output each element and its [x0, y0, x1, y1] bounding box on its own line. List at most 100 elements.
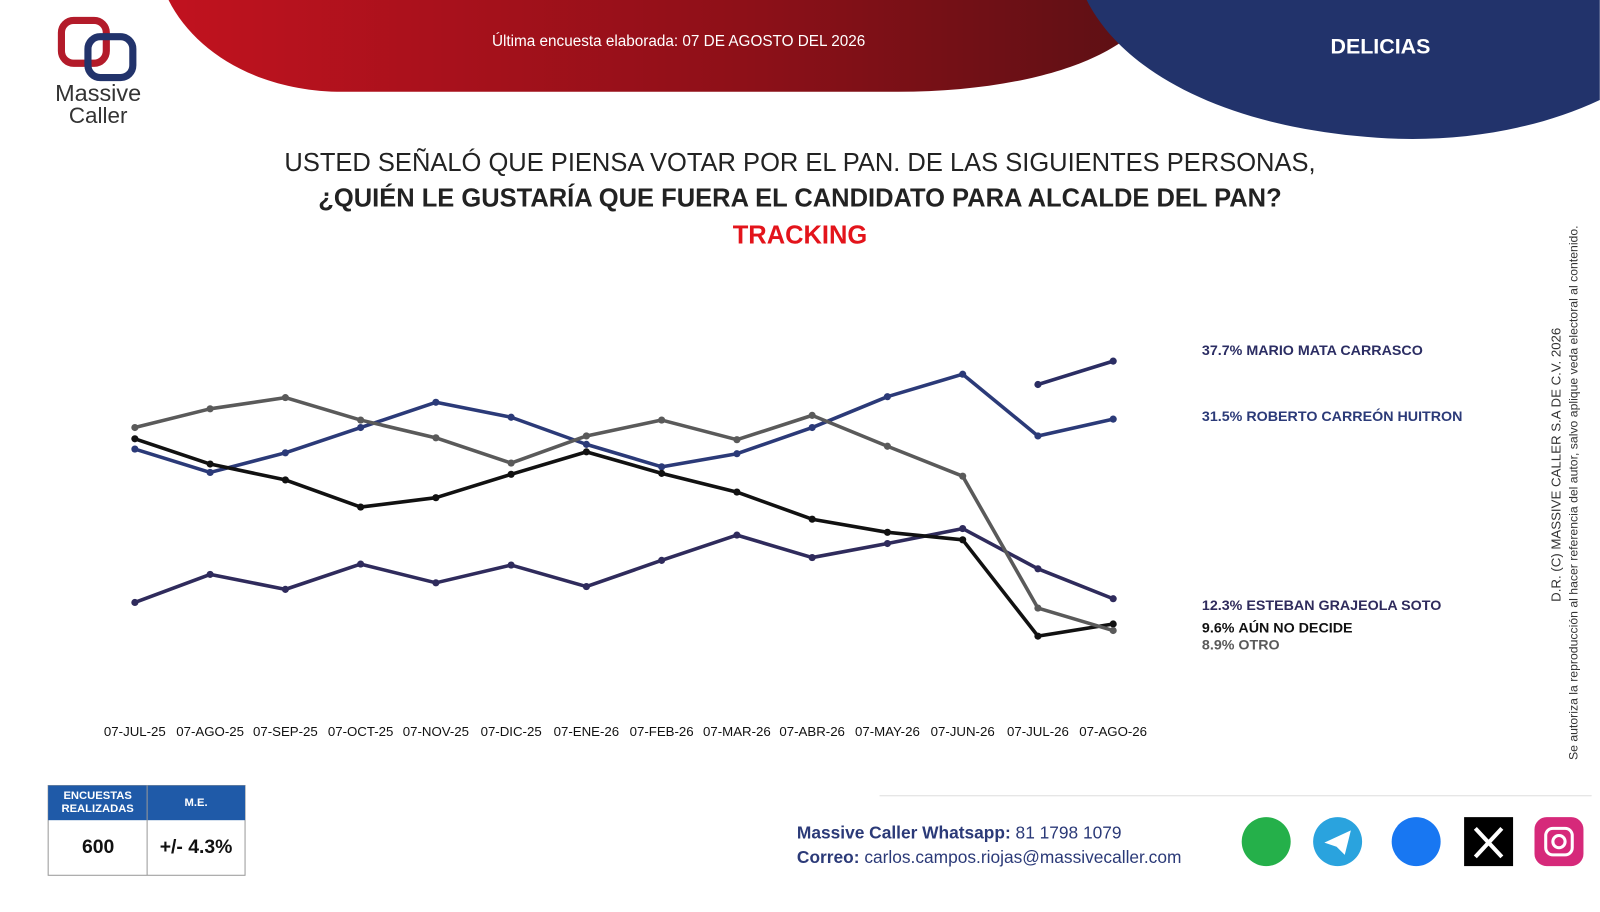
series-label: 9.6% AÚN NO DECIDE [1202, 618, 1353, 636]
data-point [808, 553, 816, 562]
data-point [1034, 565, 1042, 573]
social-icons [1241, 817, 1584, 867]
data-point [432, 434, 440, 442]
data-point [658, 463, 666, 471]
data-point [432, 494, 440, 502]
x-tick-label: 07-MAY-26 [855, 724, 920, 739]
value-label: 37.7% [1202, 343, 1243, 359]
data-point [808, 423, 816, 432]
data-point [582, 432, 590, 440]
x-tick-label: 07-ENE-26 [554, 724, 620, 739]
contact-label: Correo: [797, 847, 860, 867]
logo-ring-blue [84, 33, 137, 82]
legend-label: ESTEBAN GRAJEOLA SOTO [1246, 598, 1441, 614]
x-tick-label: 07-AGO-26 [1079, 724, 1147, 739]
sample-table: ENCUESTAS REALIZADAS M.E. 600 +/- 4.3% [47, 784, 246, 876]
contact: Correo: carlos.campos.riojas@massivecall… [797, 847, 1181, 867]
x-tick-label: 07-JUL-25 [104, 724, 166, 739]
chart-subtitle: TRACKING [733, 221, 868, 249]
table-value: +/- 4.3% [160, 836, 233, 858]
place-name: DELICIAS [1331, 35, 1431, 59]
value-label: 9.6% [1202, 620, 1235, 636]
data-point [507, 459, 515, 467]
data-point [1109, 357, 1117, 365]
x-tick-label: 07-ABR-26 [779, 724, 845, 739]
logo-ring-red [57, 16, 110, 67]
data-point [206, 460, 214, 468]
x-tick-label: 07-MAR-26 [703, 724, 771, 739]
x-tick-label: 07-FEB-26 [630, 724, 694, 739]
chart-title: ¿QUIÉN LE GUSTARÍA QUE FUERA EL CANDIDAT… [318, 184, 1281, 213]
whatsapp-icon[interactable] [1241, 817, 1291, 867]
data-point [959, 472, 967, 480]
data-point [883, 442, 891, 450]
data-point [582, 582, 590, 591]
x-tick-label: 07-DIC-25 [481, 724, 542, 739]
data-point [658, 556, 666, 564]
data-point [357, 423, 365, 432]
data-point [808, 515, 816, 523]
data-point [131, 423, 139, 432]
disclaimer: D.R. (C) MASSIVE CALLER S.A DE C.V. 2026… [1548, 225, 1580, 760]
instagram-icon[interactable] [1534, 817, 1584, 867]
data-point [432, 579, 440, 587]
data-point [206, 468, 214, 477]
data-point [281, 585, 289, 593]
data-point [808, 411, 816, 419]
legend-label: MARIO MATA CARRASCO [1246, 343, 1422, 359]
series-line [134, 437, 1114, 638]
series-label: 8.9% OTRO [1202, 638, 1280, 654]
data-point [131, 598, 139, 607]
series-line [134, 395, 1114, 633]
data-point [883, 539, 891, 548]
data-point [582, 448, 590, 456]
x-tick-label: 07-JUL-26 [1007, 724, 1069, 739]
data-point [507, 470, 515, 478]
data-point [357, 416, 365, 424]
data-point [582, 440, 590, 448]
data-point [432, 398, 440, 406]
x-tick-label: 07-SEP-25 [253, 724, 318, 739]
data-point [658, 416, 666, 424]
legend-label: ROBERTO CARREÓN HUITRON [1246, 407, 1462, 425]
data-point [1109, 415, 1117, 423]
data-point [733, 531, 741, 539]
header-band-red [168, 0, 1159, 92]
legend-label: OTRO [1238, 638, 1279, 654]
data-point [658, 469, 666, 477]
chart-title: USTED SEÑALÓ QUE PIENSA VOTAR POR EL PAN… [284, 148, 1315, 177]
data-point [1034, 632, 1042, 640]
data-point [357, 560, 365, 568]
value-label: 12.3% [1202, 598, 1243, 614]
data-point [883, 528, 891, 536]
data-point [357, 503, 365, 511]
x-tick-label: 07-NOV-25 [403, 724, 469, 739]
contact-value: carlos.campos.riojas@massivecaller.com [864, 847, 1181, 867]
series-label: 37.7% MARIO MATA CARRASCO [1202, 343, 1423, 359]
logo-text: Massive [55, 80, 141, 106]
data-point [1109, 626, 1117, 635]
logo: Massive Caller [55, 16, 141, 128]
x-tick-label: 07-JUN-26 [931, 724, 995, 739]
data-point [1034, 432, 1042, 440]
data-point [507, 413, 515, 421]
icon-glyph [1551, 833, 1567, 850]
table-header-text: M.E. [185, 797, 208, 809]
series-line [134, 526, 1114, 605]
x-tick-label: 07-OCT-25 [328, 724, 394, 739]
data-point [1109, 595, 1117, 603]
data-point [206, 405, 214, 413]
disclaimer-line: D.R. (C) MASSIVE CALLER S.A DE C.V. 2026 [1548, 328, 1563, 602]
facebook-icon[interactable] [1391, 817, 1441, 867]
icon-glyph [1473, 826, 1504, 859]
contact: Massive Caller Whatsapp: 81 1798 1079 [797, 822, 1122, 842]
plot: 07-JUL-25 07-AGO-25 07-SEP-25 07-OCT-25 07-N… [104, 343, 1463, 739]
data-point [959, 524, 967, 533]
data-point [131, 445, 139, 453]
data-point [883, 393, 891, 401]
data-point [131, 435, 139, 443]
contact-label: Massive Caller Whatsapp: [797, 822, 1011, 842]
